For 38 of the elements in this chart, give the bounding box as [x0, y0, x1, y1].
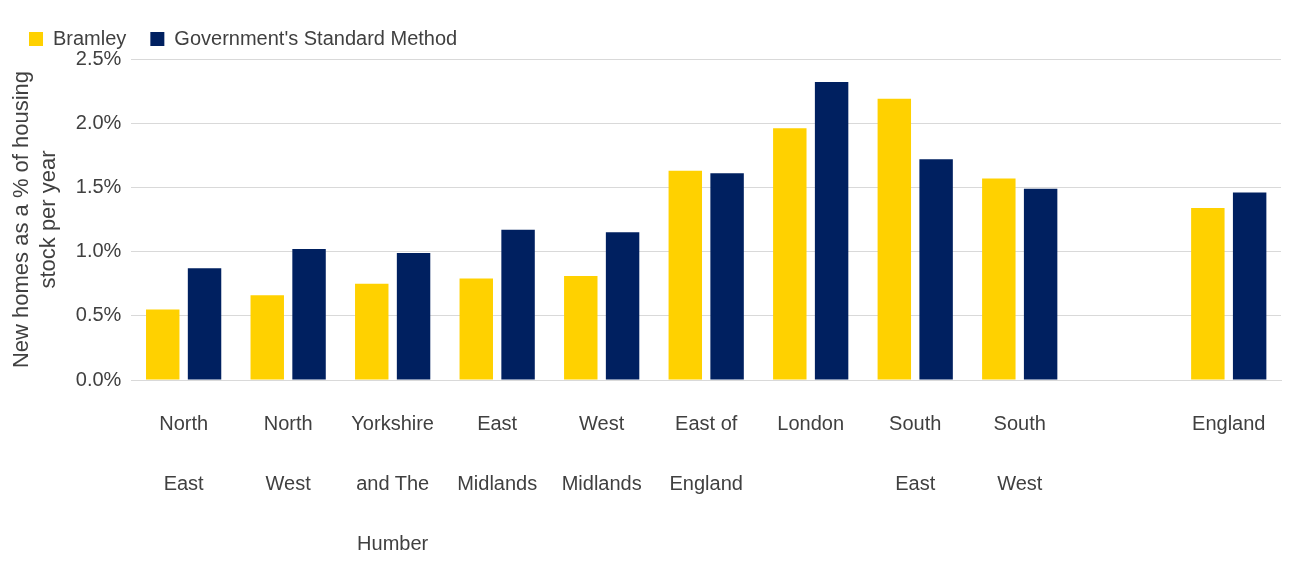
category-label: West Midlands — [561, 411, 642, 494]
bar — [814, 82, 849, 380]
bar — [710, 173, 744, 380]
category-label: South West — [993, 411, 1046, 494]
bar — [250, 295, 284, 380]
bar — [1023, 188, 1058, 380]
bar — [1232, 192, 1267, 380]
category-label: South East — [889, 411, 942, 494]
bar — [292, 249, 326, 380]
y-tick-label: 2.0% — [75, 110, 122, 133]
legend-label: Bramley — [53, 26, 127, 49]
x-tick-label: England — [1192, 411, 1266, 434]
bar — [501, 229, 535, 380]
bar — [668, 170, 703, 380]
bar — [982, 178, 1016, 380]
bar — [919, 159, 953, 380]
bar — [773, 128, 807, 380]
bar — [564, 276, 598, 380]
legend-label: Government's Standard Method — [174, 26, 458, 49]
bar — [146, 309, 180, 380]
bar — [187, 268, 222, 380]
category-label: North East — [159, 411, 209, 494]
bar — [877, 98, 912, 380]
y-tick-label: 0.5% — [75, 303, 122, 326]
category-label: East Midlands — [457, 411, 538, 494]
y-axis-title: New homes as a % of housing stock per year — [8, 70, 60, 369]
y-tick-label: 1.0% — [75, 239, 122, 262]
bar — [355, 283, 389, 380]
x-tick-label: London — [777, 411, 845, 434]
category-label: Yorkshire and The Humber — [351, 411, 434, 554]
bar — [1191, 207, 1225, 380]
y-tick-label: 0.0% — [75, 367, 122, 390]
y-tick-label: 1.5% — [75, 174, 122, 197]
bar — [396, 252, 431, 380]
bar — [459, 278, 493, 380]
category-label: East of England — [669, 411, 743, 494]
bar — [605, 232, 640, 380]
category-label: North West — [263, 411, 313, 494]
